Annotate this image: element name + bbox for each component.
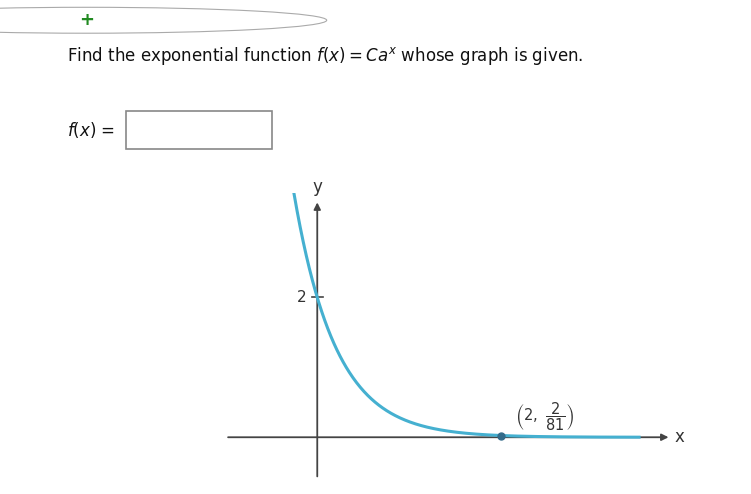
FancyBboxPatch shape <box>126 111 272 149</box>
Text: Find the exponential function $f(x) = Ca^x$ whose graph is given.: Find the exponential function $f(x) = Ca… <box>67 45 583 68</box>
Text: 2: 2 <box>297 290 306 305</box>
Text: x: x <box>674 428 684 446</box>
Text: y: y <box>312 178 322 196</box>
Text: 5.: 5. <box>38 11 57 29</box>
Text: $f(x)$ =: $f(x)$ = <box>67 120 115 140</box>
Text: $\left(2,\ \dfrac{2}{81}\right)$: $\left(2,\ \dfrac{2}{81}\right)$ <box>515 400 575 433</box>
Circle shape <box>0 7 327 33</box>
Text: –/1 points: –/1 points <box>111 11 201 29</box>
Text: +: + <box>79 11 94 29</box>
